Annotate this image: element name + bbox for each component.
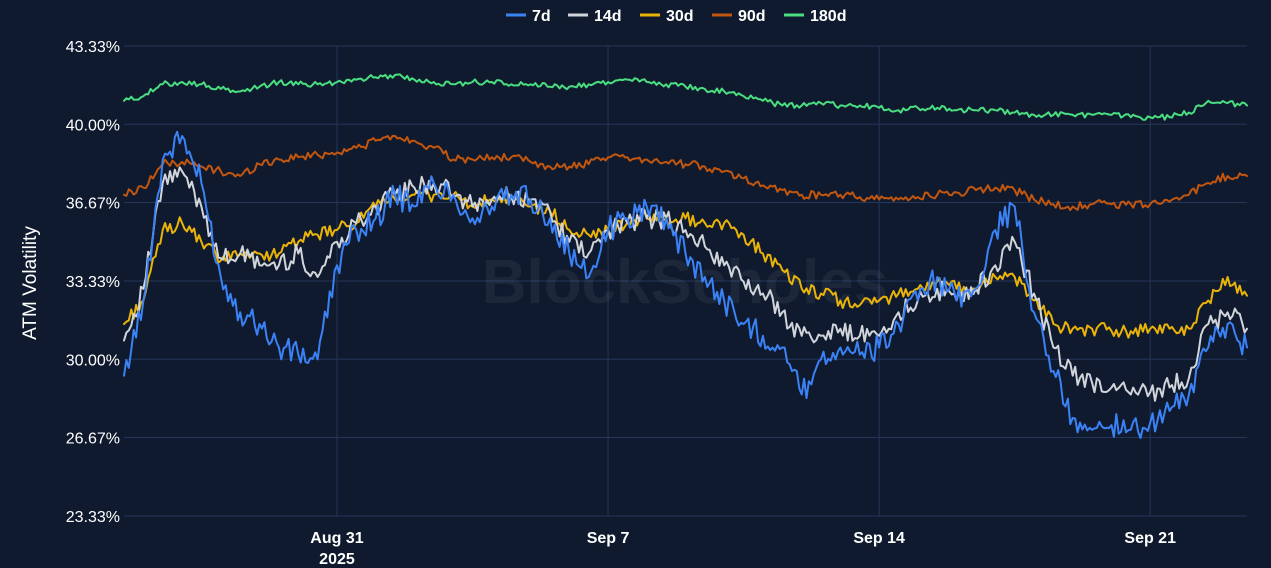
y-tick-label: 23.33% (66, 509, 120, 526)
legend-label: 14d (594, 8, 622, 25)
y-axis-title: ATM Volatility (20, 226, 41, 340)
legend-label: 180d (810, 8, 846, 25)
series-lines (123, 73, 1248, 439)
x-tick-label: Sep 7 (587, 530, 630, 547)
x-tick-sublabel: 2025 (319, 551, 355, 568)
legend-item-180d[interactable]: 180d (784, 8, 846, 25)
y-tick-label: 43.33% (66, 39, 120, 56)
watermark-logo: BlockScholes (482, 248, 889, 317)
legend: 7d 14d 30d 90d 180d (506, 8, 846, 25)
y-tick-label: 33.33% (66, 274, 120, 291)
x-tick-label: Aug 31 (310, 530, 363, 547)
legend-item-7d[interactable]: 7d (506, 8, 551, 25)
x-axis: Aug 31 2025 Sep 7 Sep 14 Sep 21 (310, 530, 1176, 568)
y-tick-label: 40.00% (66, 117, 120, 134)
legend-label: 90d (738, 8, 766, 25)
y-axis: 23.33% 26.67% 30.00% 33.33% 36.67% 40.00% 43.3… (66, 39, 120, 526)
series-line-180d (123, 73, 1248, 121)
series-line-14d (123, 166, 1248, 402)
legend-item-14d[interactable]: 14d (568, 8, 622, 25)
legend-label: 30d (666, 8, 694, 25)
legend-label: 7d (532, 8, 551, 25)
x-tick-label: Sep 21 (1124, 530, 1176, 547)
series-line-30d (123, 187, 1248, 339)
x-tick-label: Sep 14 (853, 530, 905, 547)
legend-item-30d[interactable]: 30d (640, 8, 694, 25)
y-tick-label: 36.67% (66, 196, 120, 213)
series-line-90d (123, 134, 1248, 212)
series-line-7d (123, 130, 1248, 439)
y-tick-label: 26.67% (66, 431, 120, 448)
y-tick-label: 30.00% (66, 352, 120, 369)
legend-item-90d[interactable]: 90d (712, 8, 766, 25)
